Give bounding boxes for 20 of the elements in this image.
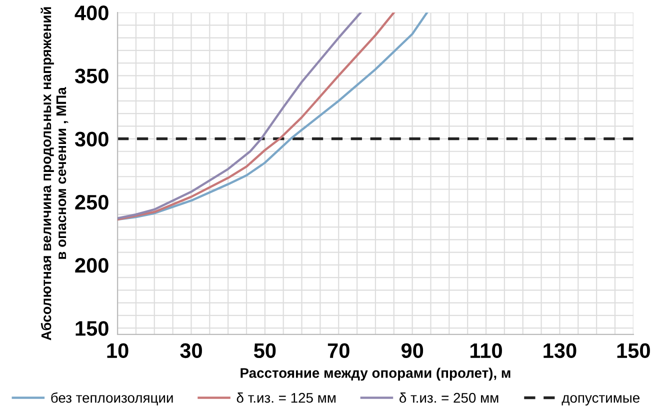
x-tick-label: 110 bbox=[470, 343, 502, 358]
y-tick-label: 250 bbox=[75, 194, 108, 210]
legend-label: без теплоизоляции bbox=[51, 392, 173, 406]
x-tick-label: 50 bbox=[254, 343, 276, 358]
x-tick-label: 30 bbox=[180, 343, 202, 358]
x-tick-label: 130 bbox=[544, 343, 576, 358]
y-tick-label: 150 bbox=[76, 321, 108, 336]
x-tick-label: 70 bbox=[328, 343, 350, 358]
y-tick-label: 400 bbox=[74, 6, 108, 20]
x-tick-label: 150 bbox=[617, 343, 650, 358]
legend-label: δ т.из. = 250 мм bbox=[400, 392, 498, 403]
x-tick-label: 90 bbox=[401, 343, 424, 358]
legend-label: допустимые bbox=[562, 395, 640, 406]
x-axis-title: Расстояние между опорами (пролет), м bbox=[240, 368, 510, 381]
y-axis-title: Абсолютная величина продольных напряжений в опасном сечении , МПа bbox=[40, 7, 68, 340]
x-tick-label: 10 bbox=[107, 343, 128, 358]
legend-label: δ т.из. = 125 мм bbox=[236, 392, 336, 403]
y-tick-label: 350 bbox=[74, 68, 108, 84]
y-tick-label: 300 bbox=[74, 132, 108, 147]
y-tick-label: 200 bbox=[75, 258, 108, 273]
